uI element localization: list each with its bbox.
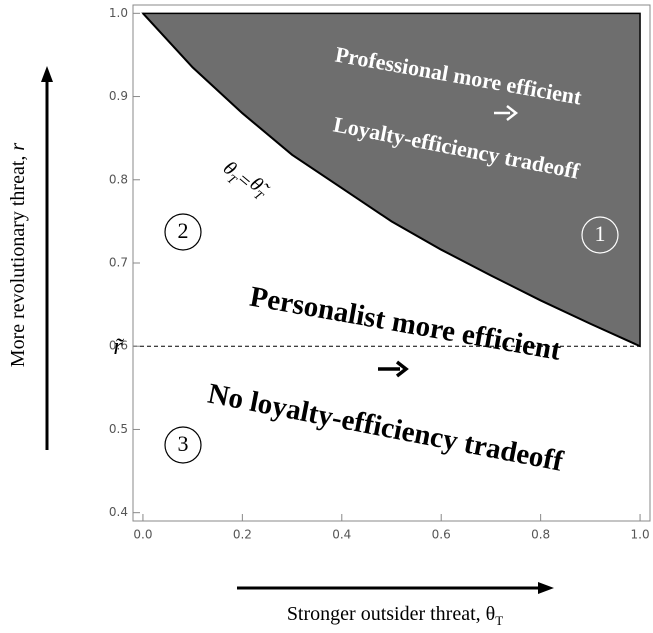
y-axis-label: More revolutionary threat, r <box>7 143 29 368</box>
curve-label: θT=θ̃T <box>217 153 273 207</box>
x-tick-label: 0.8 <box>531 528 550 542</box>
x-tick-label: 0.2 <box>233 528 252 542</box>
y-tick-label: 0.6 <box>109 339 128 353</box>
x-arrow-head <box>538 582 554 594</box>
region-marker <box>164 213 202 251</box>
label-part: r <box>7 143 29 151</box>
x-tick-label: 0.6 <box>432 528 451 542</box>
x-tick-label: 0.0 <box>133 528 152 542</box>
y-tick-label: 0.7 <box>109 256 128 270</box>
y-tick-label: 0.4 <box>109 505 128 519</box>
region-number: 1 <box>595 221 606 246</box>
arrow-head <box>395 360 409 378</box>
region-marker <box>581 216 619 254</box>
x-tick-label: 0.4 <box>332 528 351 542</box>
arrow-head <box>506 105 519 121</box>
region-annotation: No loyalty-efficiency tradeoff <box>205 378 566 478</box>
y-tick-label: 0.9 <box>109 89 128 103</box>
region-marker <box>164 426 202 464</box>
threshold-label: r̃ <box>113 334 124 360</box>
region-number: 2 <box>178 218 189 243</box>
y-tick-label: 1.0 <box>109 6 128 20</box>
x-tick-label: 1.0 <box>631 528 650 542</box>
y-tick-label: 0.5 <box>109 422 128 436</box>
label-part: Stronger outsider threat, θ <box>287 603 495 625</box>
boundary-curve <box>142 12 641 348</box>
x-axis-label: Stronger outsider threat, θT <box>287 603 503 628</box>
y-arrow-head <box>41 66 53 82</box>
subscript: T <box>495 613 503 628</box>
y-tick-label: 0.8 <box>109 172 128 186</box>
region-annotation: Personalist more efficient <box>247 281 563 367</box>
region-number: 3 <box>178 431 189 456</box>
label-part: More revolutionary threat, <box>7 151 29 368</box>
